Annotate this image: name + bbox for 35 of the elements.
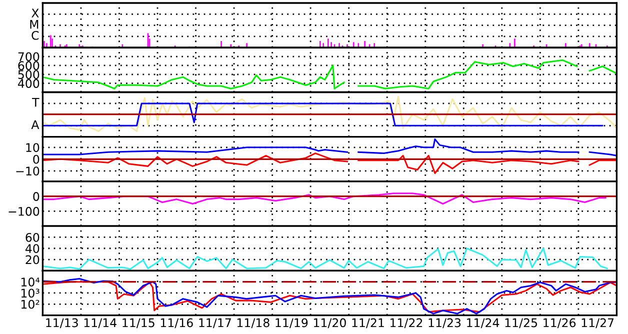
x-tick-label: 11/27 bbox=[582, 318, 614, 328]
x-tick-label: 11/16 bbox=[160, 318, 193, 328]
y-tick-label: 10 bbox=[26, 143, 40, 152]
x-tick-label: 11/13 bbox=[46, 318, 78, 328]
y-tick-label: 10³ bbox=[21, 288, 40, 298]
y-tick-label: 60 bbox=[26, 232, 40, 242]
y-tick-label: 400 bbox=[18, 79, 40, 88]
x-tick-label: 11/20 bbox=[314, 318, 346, 328]
x-tick-label: 11/17 bbox=[199, 318, 231, 328]
x-tick-label: 11/15 bbox=[122, 318, 154, 328]
y-tick-label: 10⁴ bbox=[21, 278, 40, 286]
x-tick-label: 11/25 bbox=[505, 318, 538, 328]
y-tick-label: 0 bbox=[33, 192, 40, 201]
x-tick-label: 11/23 bbox=[428, 318, 461, 328]
y-tick-label: −100 bbox=[8, 206, 40, 216]
y-tick-label: 700 bbox=[18, 52, 40, 62]
y-tick-label: −10 bbox=[16, 166, 40, 176]
text: X bbox=[32, 8, 39, 18]
y-tick-label: 500 bbox=[18, 70, 40, 80]
x-tick-label: 11/19 bbox=[276, 318, 308, 328]
y-tick-label: 0 bbox=[33, 154, 40, 164]
text: A bbox=[31, 120, 40, 129]
y-tick-label: 10² bbox=[21, 300, 40, 309]
x-tick-label: 11/18 bbox=[237, 318, 270, 328]
x-tick-label: 11/22 bbox=[390, 318, 422, 328]
text: T bbox=[32, 98, 40, 107]
text: M bbox=[30, 20, 38, 29]
x-tick-label: 11/26 bbox=[544, 318, 576, 328]
x-tick-label: 11/24 bbox=[467, 318, 500, 328]
x-tick-label: 11/21 bbox=[352, 318, 384, 328]
y-tick-label: 600 bbox=[18, 61, 40, 70]
y-tick-label: 20 bbox=[26, 255, 40, 264]
y-tick-label: 40 bbox=[25, 244, 40, 254]
text: C bbox=[32, 30, 39, 40]
x-tick-label: 11/14 bbox=[84, 318, 116, 328]
